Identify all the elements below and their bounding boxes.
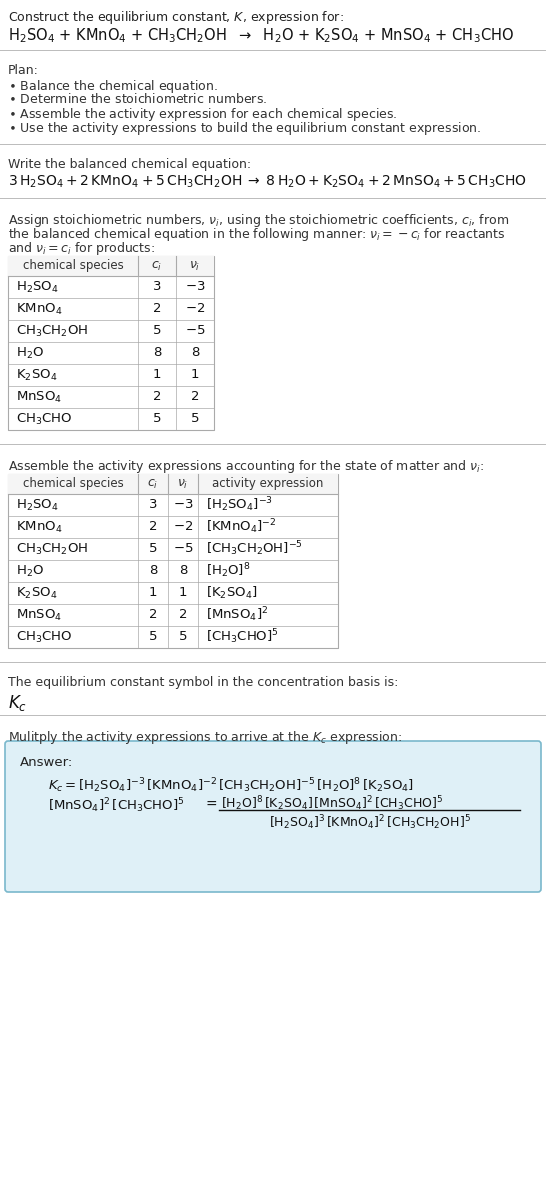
- Text: 5: 5: [153, 325, 161, 338]
- Bar: [8, 474, 338, 648]
- Text: $K_c = [\mathrm{H_2SO_4}]^{-3}\,[\mathrm{KMnO_4}]^{-2}\,[\mathrm{CH_3CH_2OH}]^{-: $K_c = [\mathrm{H_2SO_4}]^{-3}\,[\mathrm…: [48, 776, 414, 795]
- Text: $\mathrm{H_2O}$: $\mathrm{H_2O}$: [16, 346, 44, 360]
- Bar: [8, 256, 214, 276]
- Text: $[\mathrm{CH_3CHO}]^{5}$: $[\mathrm{CH_3CHO}]^{5}$: [206, 627, 278, 646]
- Text: 5: 5: [179, 631, 187, 644]
- Text: 5: 5: [153, 412, 161, 425]
- Text: $\mathrm{CH_3CH_2OH}$: $\mathrm{CH_3CH_2OH}$: [16, 324, 88, 339]
- Text: $\mathrm{CH_3CH_2OH}$: $\mathrm{CH_3CH_2OH}$: [16, 541, 88, 556]
- Text: $\nu_i$: $\nu_i$: [177, 477, 189, 490]
- Text: 1: 1: [191, 368, 199, 381]
- Text: $\mathrm{H_2SO_4}$: $\mathrm{H_2SO_4}$: [16, 497, 58, 513]
- Text: 3: 3: [153, 281, 161, 294]
- Text: $\mathrm{MnSO_4}$: $\mathrm{MnSO_4}$: [16, 390, 62, 405]
- Text: $\mathrm{K_2SO_4}$: $\mathrm{K_2SO_4}$: [16, 586, 57, 601]
- Text: $c_i$: $c_i$: [151, 260, 163, 273]
- Text: $[\mathrm{MnSO_4}]^{2}\,[\mathrm{CH_3CHO}]^{5}$: $[\mathrm{MnSO_4}]^{2}\,[\mathrm{CH_3CHO…: [48, 796, 185, 815]
- Text: $-2$: $-2$: [173, 521, 193, 534]
- Text: 8: 8: [179, 565, 187, 578]
- Text: $-5$: $-5$: [185, 325, 205, 338]
- Text: 2: 2: [149, 521, 157, 534]
- Text: $\mathrm{CH_3CHO}$: $\mathrm{CH_3CHO}$: [16, 411, 73, 426]
- Text: $\mathrm{CH_3CHO}$: $\mathrm{CH_3CHO}$: [16, 629, 73, 645]
- Text: $\bullet$ Balance the chemical equation.: $\bullet$ Balance the chemical equation.: [8, 78, 218, 94]
- Text: The equilibrium constant symbol in the concentration basis is:: The equilibrium constant symbol in the c…: [8, 676, 399, 689]
- Text: 8: 8: [191, 346, 199, 359]
- Text: 8: 8: [149, 565, 157, 578]
- Text: Construct the equilibrium constant, $K$, expression for:: Construct the equilibrium constant, $K$,…: [8, 9, 344, 26]
- Text: $[\mathrm{KMnO_4}]^{-2}$: $[\mathrm{KMnO_4}]^{-2}$: [206, 517, 276, 536]
- Text: 2: 2: [179, 608, 187, 621]
- Text: 5: 5: [191, 412, 199, 425]
- Bar: [8, 474, 338, 494]
- Text: $\nu_i$: $\nu_i$: [189, 260, 201, 273]
- Text: $c_i$: $c_i$: [147, 477, 159, 490]
- Text: $-5$: $-5$: [173, 542, 193, 555]
- Text: 8: 8: [153, 346, 161, 359]
- Text: and $\nu_i = c_i$ for products:: and $\nu_i = c_i$ for products:: [8, 240, 155, 257]
- Text: 2: 2: [153, 302, 161, 315]
- Bar: [8, 256, 214, 430]
- Text: $[\mathrm{H_2O}]^{8}$: $[\mathrm{H_2O}]^{8}$: [206, 562, 251, 580]
- Text: 5: 5: [149, 542, 157, 555]
- Text: $[\mathrm{CH_3CH_2OH}]^{-5}$: $[\mathrm{CH_3CH_2OH}]^{-5}$: [206, 540, 303, 559]
- Text: 2: 2: [153, 391, 161, 404]
- Text: $\mathrm{MnSO_4}$: $\mathrm{MnSO_4}$: [16, 607, 62, 622]
- Text: $3\,\mathrm{H_2SO_4} + 2\,\mathrm{KMnO_4} + 5\,\mathrm{CH_3CH_2OH}$$\;\rightarro: $3\,\mathrm{H_2SO_4} + 2\,\mathrm{KMnO_4…: [8, 174, 527, 190]
- Text: $\mathrm{K_2SO_4}$: $\mathrm{K_2SO_4}$: [16, 367, 57, 383]
- Text: $[\mathrm{MnSO_4}]^{2}$: $[\mathrm{MnSO_4}]^{2}$: [206, 606, 269, 625]
- Text: $K_c$: $K_c$: [8, 693, 27, 713]
- Text: Assemble the activity expressions accounting for the state of matter and $\nu_i$: Assemble the activity expressions accoun…: [8, 458, 484, 475]
- Text: Assign stoichiometric numbers, $\nu_i$, using the stoichiometric coefficients, $: Assign stoichiometric numbers, $\nu_i$, …: [8, 213, 509, 229]
- Text: $[\mathrm{H_2SO_4}]^{3}\,[\mathrm{KMnO_4}]^{2}\,[\mathrm{CH_3CH_2OH}]^{5}$: $[\mathrm{H_2SO_4}]^{3}\,[\mathrm{KMnO_4…: [269, 813, 471, 831]
- Text: $\mathrm{H_2SO_4}$ + $\mathrm{KMnO_4}$ + $\mathrm{CH_3CH_2OH}$  $\rightarrow$  $: $\mathrm{H_2SO_4}$ + $\mathrm{KMnO_4}$ +…: [8, 26, 514, 45]
- Text: $\mathrm{KMnO_4}$: $\mathrm{KMnO_4}$: [16, 520, 62, 535]
- Text: $-3$: $-3$: [173, 498, 193, 511]
- Text: chemical species: chemical species: [22, 477, 123, 490]
- Text: $\mathrm{KMnO_4}$: $\mathrm{KMnO_4}$: [16, 301, 62, 317]
- Text: Mulitply the activity expressions to arrive at the $K_c$ expression:: Mulitply the activity expressions to arr…: [8, 729, 402, 746]
- Text: 2: 2: [149, 608, 157, 621]
- Text: chemical species: chemical species: [22, 260, 123, 273]
- Text: 2: 2: [191, 391, 199, 404]
- Text: $\bullet$ Assemble the activity expression for each chemical species.: $\bullet$ Assemble the activity expressi…: [8, 106, 397, 123]
- Text: $\bullet$ Determine the stoichiometric numbers.: $\bullet$ Determine the stoichiometric n…: [8, 92, 267, 106]
- Text: $[\mathrm{K_2SO_4}]$: $[\mathrm{K_2SO_4}]$: [206, 585, 258, 601]
- Text: 1: 1: [179, 587, 187, 600]
- Text: Answer:: Answer:: [20, 756, 73, 769]
- Text: Plan:: Plan:: [8, 64, 39, 77]
- Text: the balanced chemical equation in the following manner: $\nu_i = -c_i$ for react: the balanced chemical equation in the fo…: [8, 226, 506, 243]
- Text: 3: 3: [149, 498, 157, 511]
- Text: $\mathrm{H_2SO_4}$: $\mathrm{H_2SO_4}$: [16, 280, 58, 294]
- Text: $-2$: $-2$: [185, 302, 205, 315]
- Text: $=$: $=$: [203, 796, 218, 810]
- FancyBboxPatch shape: [5, 740, 541, 892]
- Text: $[\mathrm{H_2SO_4}]^{-3}$: $[\mathrm{H_2SO_4}]^{-3}$: [206, 496, 273, 515]
- Text: activity expression: activity expression: [212, 477, 324, 490]
- Text: 1: 1: [149, 587, 157, 600]
- Text: $\bullet$ Use the activity expressions to build the equilibrium constant express: $\bullet$ Use the activity expressions t…: [8, 120, 481, 137]
- Text: $[\mathrm{H_2O}]^{8}\,[\mathrm{K_2SO_4}]\,[\mathrm{MnSO_4}]^{2}\,[\mathrm{CH_3CH: $[\mathrm{H_2O}]^{8}\,[\mathrm{K_2SO_4}]…: [221, 794, 443, 813]
- Text: $-3$: $-3$: [185, 281, 205, 294]
- Text: Write the balanced chemical equation:: Write the balanced chemical equation:: [8, 158, 251, 171]
- Text: 1: 1: [153, 368, 161, 381]
- Text: $\mathrm{H_2O}$: $\mathrm{H_2O}$: [16, 563, 44, 579]
- Text: 5: 5: [149, 631, 157, 644]
